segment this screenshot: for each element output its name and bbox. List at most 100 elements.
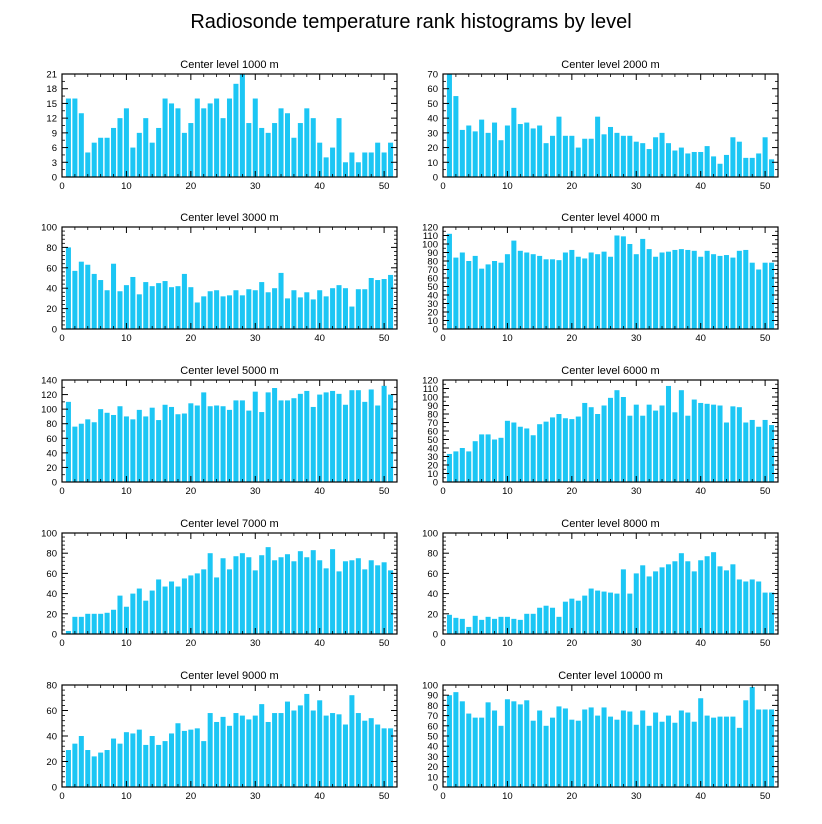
bar [517, 124, 523, 177]
panel-10: Center level 10000 m0 10 20 30 40 50010203040… [422, 670, 779, 802]
bar [582, 258, 588, 329]
bar [736, 250, 742, 329]
bar [678, 390, 684, 482]
y-tick-label: 40 [427, 589, 438, 600]
bar [349, 695, 355, 787]
bar [614, 132, 620, 177]
x-tick-label: 50 [760, 638, 771, 649]
bar [368, 718, 374, 787]
bar [730, 137, 736, 177]
bar [717, 255, 723, 329]
bar [72, 98, 78, 177]
bar [323, 568, 329, 634]
y-tick-label: 80 [46, 549, 57, 560]
bar [72, 616, 78, 634]
panel-title: Center level 2000 m [561, 59, 659, 71]
bar [284, 113, 290, 177]
bar [659, 132, 665, 177]
panel-title: Center level 1000 m [180, 59, 278, 71]
bar [297, 123, 303, 177]
bar [149, 407, 155, 482]
bar [194, 728, 200, 787]
bar [511, 701, 517, 787]
bar [614, 235, 620, 329]
bar [691, 250, 697, 329]
bar [601, 251, 607, 329]
bar [330, 147, 336, 177]
panel-title: Center level 10000 m [558, 670, 663, 682]
x-tick-label: 20 [567, 486, 578, 497]
bar [459, 618, 465, 634]
x-tick-label: 0 [59, 638, 64, 649]
bar [162, 404, 168, 482]
y-tick-label: 60 [427, 84, 438, 95]
bar [188, 123, 194, 177]
bar [665, 143, 671, 177]
bar [207, 291, 213, 329]
bar [640, 143, 646, 177]
x-tick-label: 50 [760, 333, 771, 344]
x-tick-label: 10 [502, 181, 513, 192]
bar [388, 394, 394, 482]
bar [723, 154, 729, 177]
bar [291, 137, 297, 177]
bar [207, 406, 213, 482]
bar [349, 152, 355, 177]
bar [762, 592, 768, 634]
y-tick-label: 10 [427, 772, 438, 783]
bar [607, 592, 614, 634]
bar [156, 283, 162, 329]
bar [375, 142, 381, 177]
bar [446, 453, 452, 482]
bar [620, 710, 626, 787]
bar [136, 729, 142, 787]
x-tick-label: 40 [695, 486, 706, 497]
bar [239, 553, 245, 634]
bar [323, 296, 329, 329]
y-tick-label: 90 [427, 691, 438, 702]
bar [175, 286, 181, 329]
bar [78, 261, 84, 329]
bar [453, 257, 459, 329]
y-tick-label: 70 [427, 265, 438, 276]
x-tick-label: 40 [695, 181, 706, 192]
bar [201, 569, 207, 634]
bar [233, 290, 239, 329]
x-tick-label: 40 [695, 333, 706, 344]
x-tick-label: 20 [186, 638, 197, 649]
bar [330, 288, 336, 329]
bar [665, 251, 671, 329]
bar [620, 135, 626, 177]
bar [304, 108, 310, 177]
bar [323, 392, 329, 482]
y-tick-label: 60 [46, 434, 57, 445]
x-tick-label: 0 [440, 486, 445, 497]
bar [698, 151, 704, 177]
x-tick-label: 40 [314, 638, 325, 649]
y-tick-label: 110 [423, 231, 438, 242]
bar [259, 127, 265, 177]
x-tick-label: 20 [186, 486, 197, 497]
bar [175, 108, 181, 177]
x-tick-label: 10 [502, 638, 513, 649]
y-tick-label: 140 [41, 376, 57, 387]
bar [220, 296, 226, 329]
x-tick-label: 20 [567, 333, 578, 344]
bar [717, 566, 723, 634]
y-tick-label: 30 [427, 128, 438, 139]
bar [291, 561, 297, 634]
bar [297, 393, 303, 482]
bar [181, 273, 187, 329]
bar [511, 618, 517, 634]
bar [466, 713, 472, 787]
bar [130, 276, 136, 329]
bar [78, 113, 84, 177]
bar [181, 578, 187, 634]
bar [582, 709, 588, 787]
bar [284, 701, 290, 787]
bar [246, 719, 252, 787]
bar [479, 434, 485, 482]
bar [123, 416, 129, 482]
bar [743, 157, 749, 177]
bar [104, 290, 110, 329]
